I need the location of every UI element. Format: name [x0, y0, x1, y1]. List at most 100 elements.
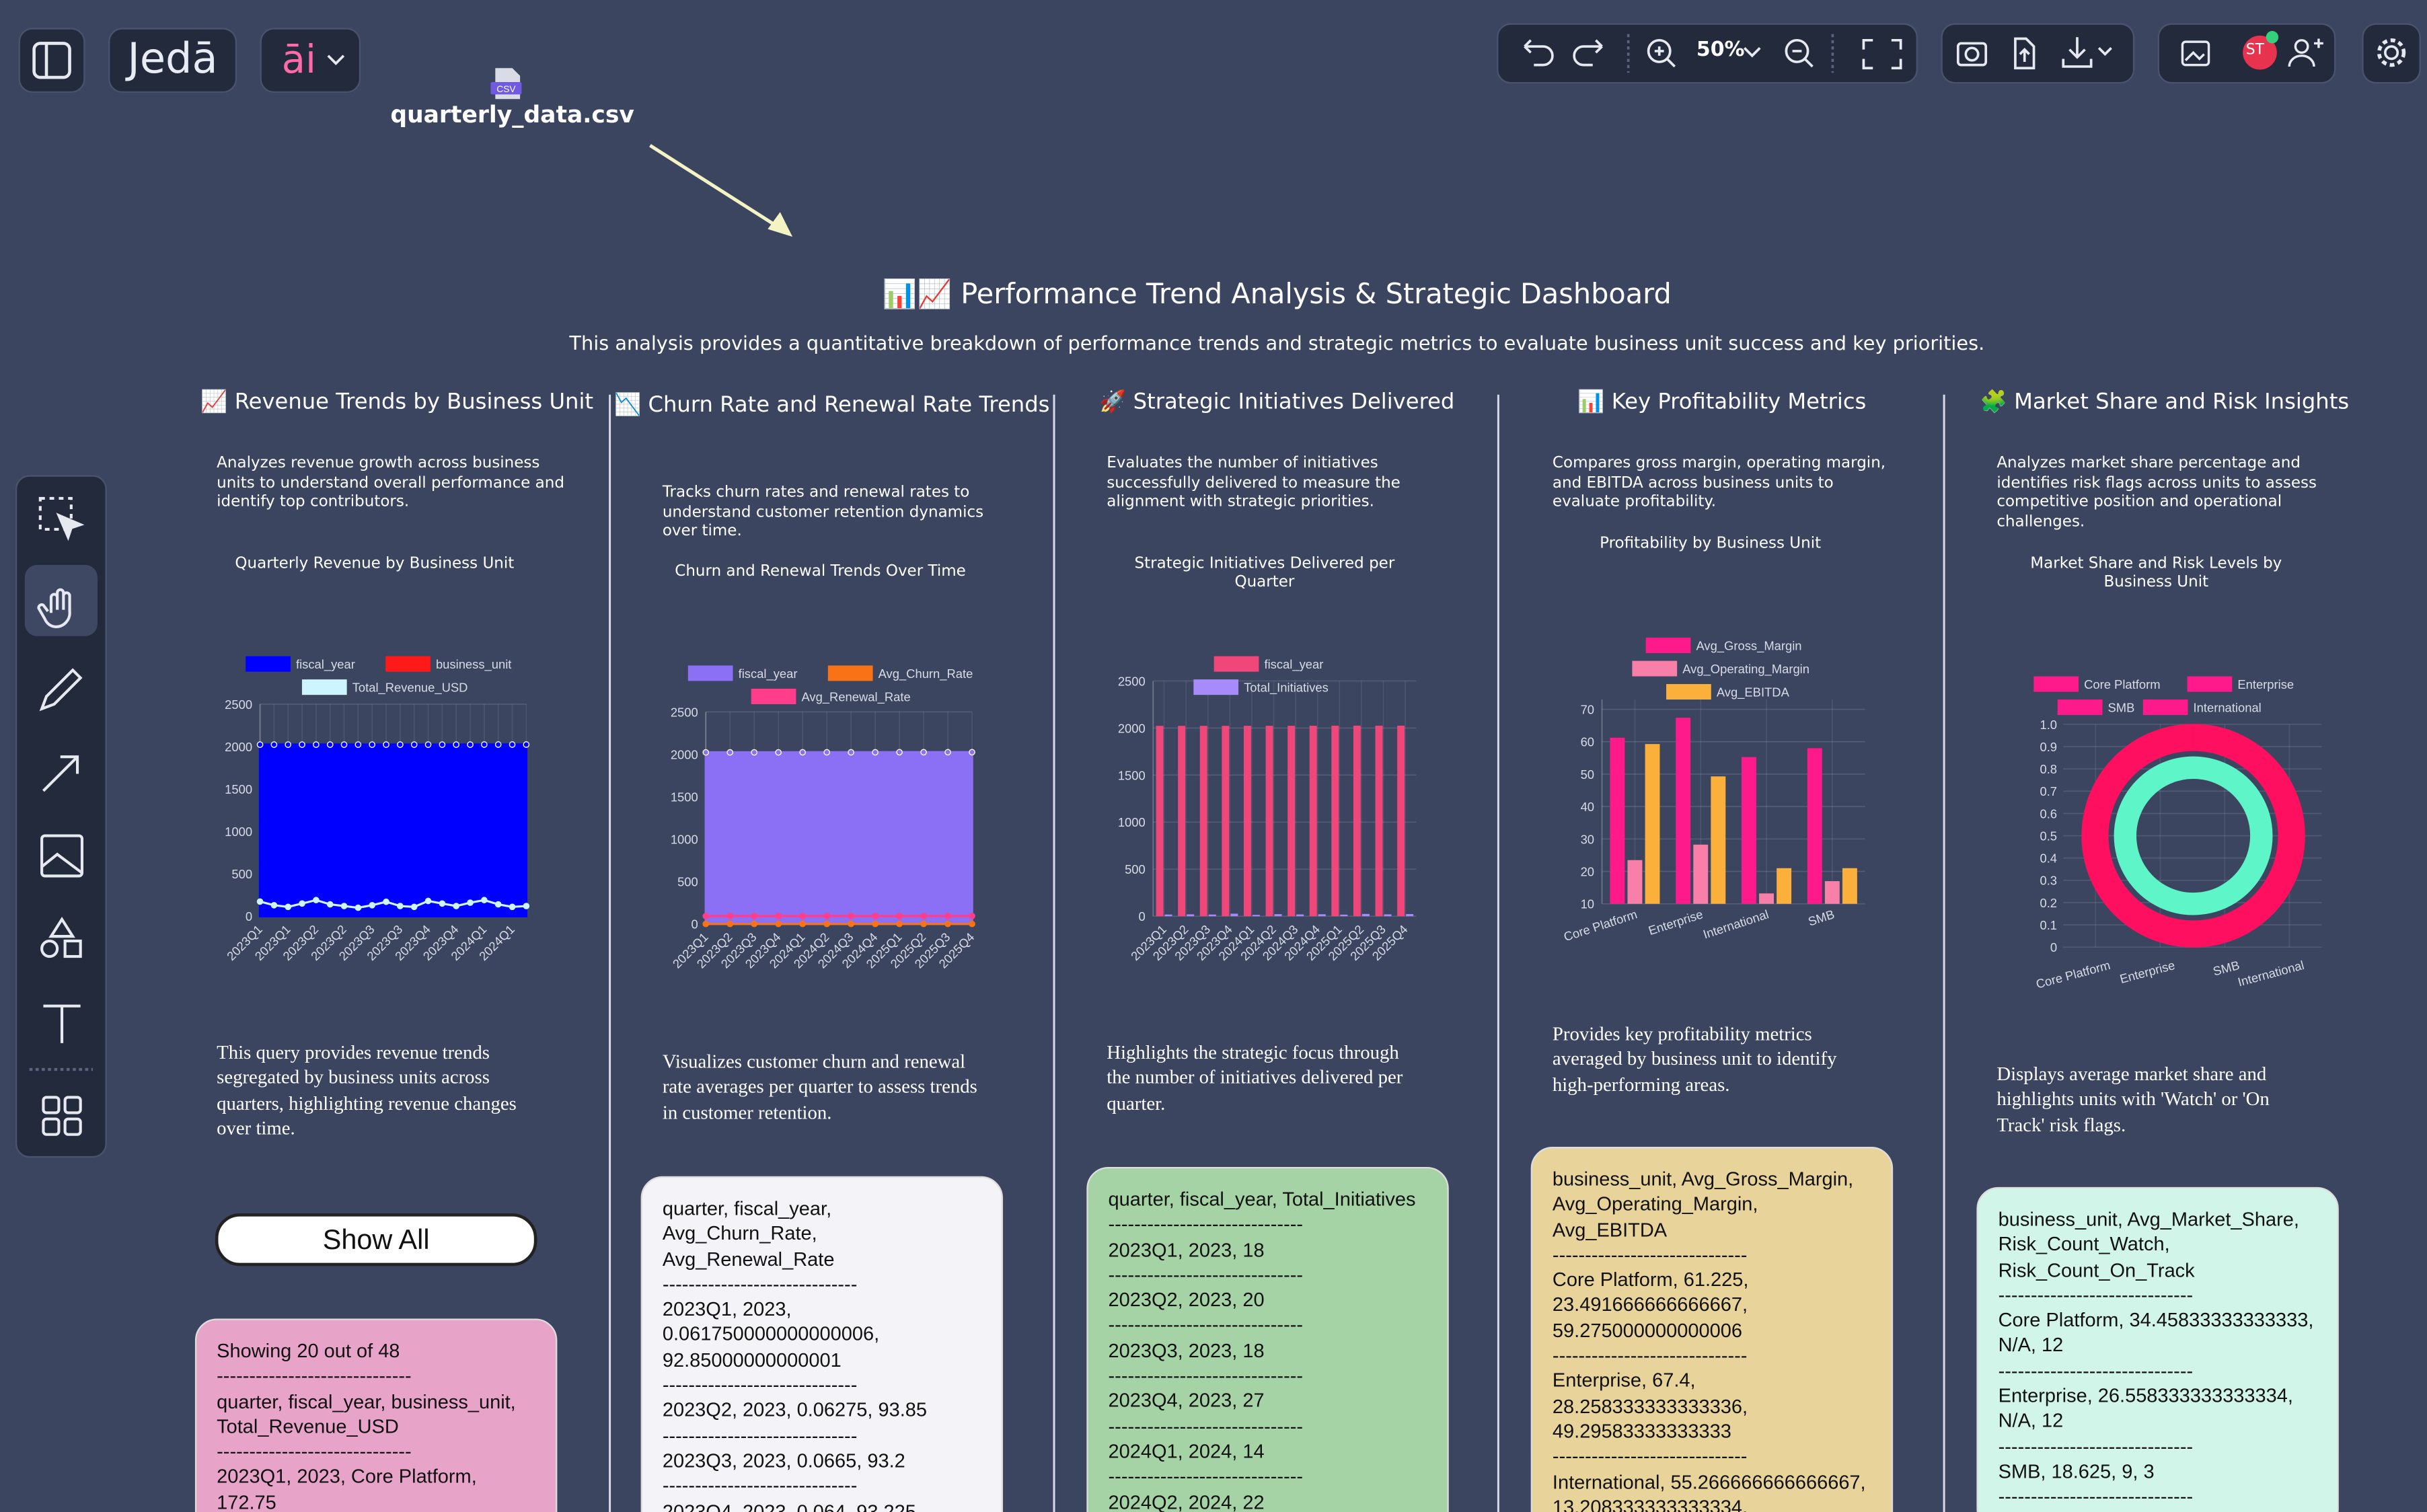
pen-tool[interactable]	[39, 668, 83, 712]
bar	[1287, 726, 1296, 917]
bar	[1318, 914, 1326, 917]
y-tick-label: 1.0	[2040, 718, 2057, 732]
y-tick-label: 1500	[1118, 768, 1146, 782]
camera[interactable]	[1956, 42, 1988, 67]
y-tick-label: 1000	[1118, 815, 1146, 829]
zoom-out[interactable]	[1785, 38, 1814, 68]
legend-label: fiscal_year	[1264, 657, 1323, 672]
chart-title: Profitability by Business Unit	[1600, 535, 1822, 553]
zoom-chevron[interactable]	[1743, 47, 1761, 58]
redo[interactable]	[1573, 39, 1603, 67]
legend-swatch	[687, 665, 733, 681]
logo-button[interactable]: Jedā	[108, 28, 237, 93]
point	[397, 903, 404, 909]
point	[751, 920, 758, 928]
y-tick-label: 40	[1581, 800, 1594, 814]
hand-tool[interactable]	[37, 588, 71, 628]
avatar[interactable]	[2243, 35, 2277, 70]
bar	[1331, 725, 1339, 917]
bar	[1361, 913, 1370, 917]
bar	[1711, 776, 1726, 904]
settings[interactable]	[2362, 23, 2421, 84]
avatar-initials: ST	[2245, 42, 2265, 59]
y-tick-label: 0.5	[2040, 829, 2057, 843]
table-line: ------------------------------	[1998, 1486, 2194, 1508]
share-icons	[2181, 31, 2323, 70]
active-tool-bg	[24, 564, 98, 636]
show-all-button[interactable]: Show All	[215, 1213, 537, 1267]
shapes-tool[interactable]	[40, 916, 82, 958]
area	[704, 751, 973, 925]
table-line: ------------------------------	[1998, 1360, 2194, 1382]
point	[467, 741, 474, 748]
bar	[1274, 914, 1282, 917]
dashboard-subtitle: This analysis provides a quantitative br…	[569, 331, 1985, 354]
zoom-in[interactable]	[1647, 38, 1676, 68]
file-name[interactable]: quarterly_data.csv	[390, 100, 634, 128]
legend-label: Core Platform	[2084, 677, 2160, 691]
upload[interactable]	[2014, 37, 2036, 70]
legend-label: business_unit	[436, 657, 511, 672]
point	[823, 749, 830, 756]
point	[920, 749, 927, 756]
sidebar-toggle[interactable]	[18, 28, 85, 93]
x-tick-label: Core Platform	[2034, 958, 2112, 991]
table-line: 2023Q1, 2023, 0.061750000000000006, 92.8…	[662, 1298, 880, 1371]
image-tool[interactable]	[40, 834, 84, 878]
ai-button[interactable]: āi	[260, 28, 361, 93]
point	[872, 920, 879, 928]
y-tick-label: 0.3	[2040, 874, 2057, 888]
y-tick-label: 2000	[225, 740, 252, 754]
legend-label: Total_Revenue_USD	[352, 681, 468, 695]
y-tick-label: 0	[2050, 940, 2057, 954]
table-line: ------------------------------	[1108, 1213, 1304, 1236]
logo: Jedā	[127, 35, 218, 84]
bar	[1384, 914, 1392, 917]
point	[410, 903, 418, 911]
point	[969, 749, 975, 756]
chart-title: Churn and Renewal Trends Over Time	[675, 563, 966, 580]
point	[775, 920, 782, 928]
text-tool[interactable]	[43, 1004, 81, 1043]
panel-heading: 📉 Churn Rate and Renewal Rate Trends	[614, 393, 1050, 418]
legend-swatch	[1666, 684, 1711, 700]
file-icon[interactable]: CSV	[489, 65, 526, 102]
point	[702, 920, 710, 928]
zoom-level[interactable]: 50%	[1696, 38, 1745, 63]
legend-label: fiscal_year	[296, 657, 355, 672]
download[interactable]	[2062, 37, 2112, 68]
file-type: CSV	[496, 84, 516, 94]
point	[872, 749, 879, 756]
fullscreen[interactable]	[1862, 38, 1902, 70]
y-tick-label: 70	[1581, 702, 1594, 716]
arrow-head	[768, 212, 793, 237]
undo[interactable]	[1524, 39, 1554, 67]
arrow-tool[interactable]	[42, 755, 79, 792]
x-tick-label: Core Platform	[1562, 907, 1639, 944]
y-tick-label: 0.1	[2040, 918, 2057, 932]
gear	[2377, 38, 2406, 67]
bar	[1375, 725, 1383, 917]
add-user[interactable]	[2288, 38, 2323, 67]
point	[848, 920, 854, 928]
bar	[1222, 726, 1230, 917]
bar	[1627, 860, 1643, 904]
point	[270, 901, 278, 909]
bar	[1397, 725, 1405, 917]
table-line: 2023Q3, 2023, 0.0665, 93.2	[662, 1449, 905, 1472]
y-tick-label: 0.9	[2040, 740, 2057, 754]
panel-description: Analyzes revenue growth across business …	[217, 455, 564, 511]
image-tool[interactable]	[2181, 40, 2210, 67]
table-line: 2023Q3, 2023, 18	[1108, 1340, 1265, 1362]
point	[509, 741, 516, 748]
components-tool[interactable]	[42, 1096, 82, 1136]
x-tick-label: International	[2236, 958, 2305, 989]
point	[313, 897, 320, 904]
select-tool[interactable]	[38, 496, 85, 541]
point	[424, 741, 432, 748]
table-line: ------------------------------	[1108, 1466, 1304, 1488]
bar	[1243, 726, 1251, 917]
bar	[1309, 726, 1317, 917]
